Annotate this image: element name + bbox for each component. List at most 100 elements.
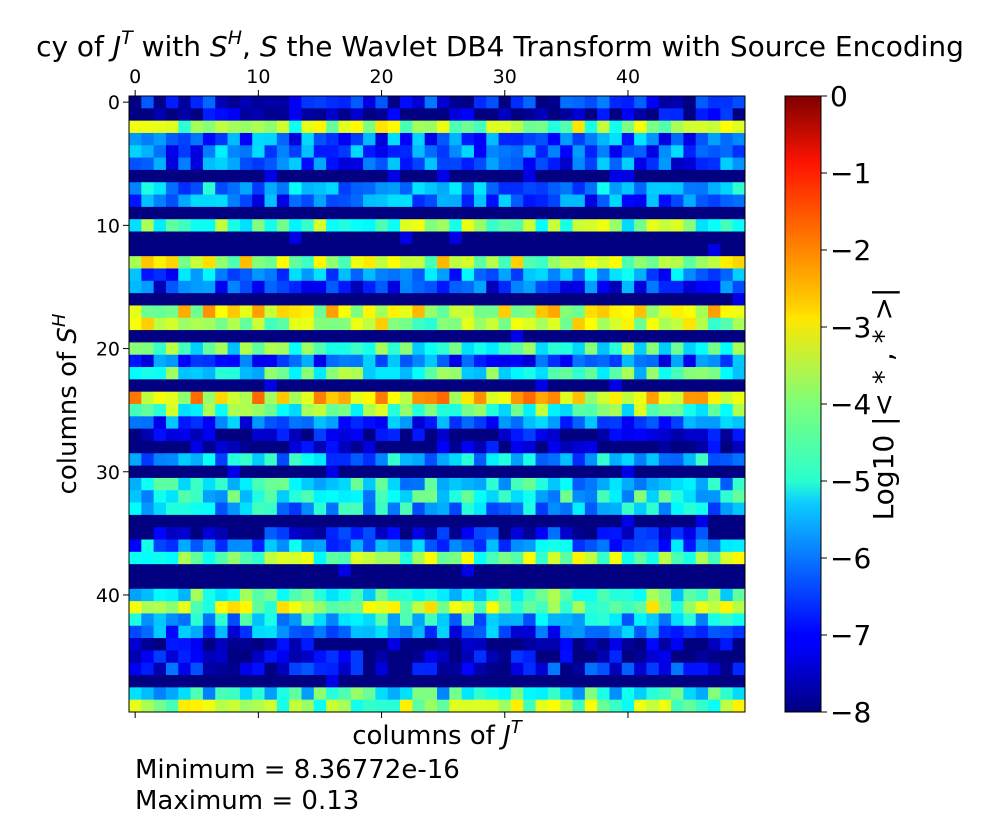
heatmap-cell	[375, 157, 389, 171]
heatmap-cell	[202, 514, 216, 528]
heatmap-cell	[449, 317, 463, 331]
heatmap-cell	[153, 613, 167, 627]
heatmap-cell	[461, 145, 475, 158]
heatmap-cell	[141, 108, 155, 122]
heatmap-cell	[498, 527, 512, 540]
heatmap-cell	[289, 416, 302, 430]
heatmap-cell	[301, 317, 315, 331]
heatmap-cell	[597, 638, 610, 651]
heatmap-cell	[313, 699, 327, 713]
heatmap-cell	[473, 367, 487, 380]
heatmap-cell	[720, 465, 734, 479]
heatmap-cell	[584, 132, 598, 146]
heatmap-cell	[646, 576, 660, 590]
heatmap-cell	[313, 502, 327, 516]
heatmap-cell	[264, 453, 278, 466]
heatmap-cell	[202, 564, 216, 577]
heatmap-cell	[547, 564, 561, 577]
heatmap-cell	[547, 638, 561, 651]
heatmap-cell	[338, 588, 352, 602]
heatmap-cell	[227, 330, 241, 343]
y-tick-label: 40	[96, 585, 120, 607]
heatmap-cell	[202, 268, 216, 282]
heatmap-cell	[437, 490, 450, 503]
heatmap-cell	[597, 132, 610, 146]
heatmap-cell	[695, 576, 709, 590]
heatmap-cell	[473, 182, 487, 195]
heatmap-cell	[560, 256, 573, 269]
heatmap-cell	[190, 675, 204, 688]
heatmap-cell	[449, 293, 463, 306]
heatmap-cell	[375, 601, 389, 614]
heatmap-cell	[584, 391, 598, 405]
heatmap-cell	[227, 699, 241, 713]
heatmap-cell	[129, 256, 142, 269]
heatmap-cell	[683, 305, 697, 319]
heatmap-cell	[658, 428, 672, 442]
heatmap-cell	[165, 416, 179, 430]
heatmap-cell	[252, 206, 265, 220]
heatmap-cell	[301, 404, 315, 417]
heatmap-cell	[363, 576, 376, 590]
heatmap-cell	[153, 687, 167, 701]
heatmap-cell	[412, 169, 426, 183]
heatmap-cell	[671, 219, 684, 232]
heatmap-cell	[560, 157, 573, 171]
heatmap-cell	[510, 219, 524, 232]
heatmap-cell	[461, 564, 475, 577]
heatmap-cell	[227, 588, 241, 602]
heatmap-cell	[387, 268, 401, 282]
heatmap-cell	[289, 539, 302, 553]
heatmap-cell	[338, 404, 352, 417]
heatmap-cell	[153, 280, 167, 294]
heatmap-cell	[473, 280, 487, 294]
heatmap-cell	[683, 539, 697, 553]
heatmap-cell	[264, 465, 278, 479]
heatmap-cell	[683, 514, 697, 528]
heatmap-cell	[276, 132, 290, 146]
heatmap-cell	[634, 539, 647, 553]
heatmap-cell	[523, 194, 536, 208]
heatmap-cell	[535, 551, 549, 565]
heatmap-cell	[510, 699, 524, 713]
heatmap-cell	[658, 268, 672, 282]
heatmap-cell	[498, 699, 512, 713]
heatmap-cell	[732, 132, 746, 146]
heatmap-cell	[375, 613, 389, 627]
heatmap-cell	[560, 588, 573, 602]
heatmap-cell	[326, 391, 339, 405]
heatmap-cell	[239, 367, 253, 380]
heatmap-cell	[510, 404, 524, 417]
heatmap-cell	[695, 96, 709, 109]
heatmap-cell	[473, 576, 487, 590]
heatmap-cell	[387, 145, 401, 158]
heatmap-cell	[301, 206, 315, 220]
heatmap-cell	[129, 490, 142, 503]
heatmap-cell	[178, 379, 191, 393]
heatmap-cell	[695, 477, 709, 491]
heatmap-cell	[252, 379, 265, 393]
colorbar-tick-label: −7	[830, 619, 871, 652]
heatmap-cell	[276, 330, 290, 343]
heatmap-cell	[387, 564, 401, 577]
heatmap-cell	[424, 465, 438, 479]
heatmap-cell	[498, 662, 512, 676]
heatmap-cell	[276, 231, 290, 245]
heatmap-cell	[375, 231, 389, 245]
heatmap-cell	[338, 613, 352, 627]
heatmap-cell	[510, 539, 524, 553]
heatmap-cell	[510, 293, 524, 306]
heatmap-cell	[437, 293, 450, 306]
heatmap-cell	[671, 243, 684, 257]
heatmap-cell	[597, 317, 610, 331]
heatmap-cell	[239, 132, 253, 146]
heatmap-cell	[313, 675, 327, 688]
heatmap-cell	[190, 453, 204, 466]
heatmap-cell	[264, 601, 278, 614]
heatmap-cell	[510, 354, 524, 368]
heatmap-cell	[547, 293, 561, 306]
heatmap-cell	[732, 317, 746, 331]
heatmap-cell	[683, 551, 697, 565]
heatmap-cell	[498, 268, 512, 282]
heatmap-cell	[708, 502, 721, 516]
